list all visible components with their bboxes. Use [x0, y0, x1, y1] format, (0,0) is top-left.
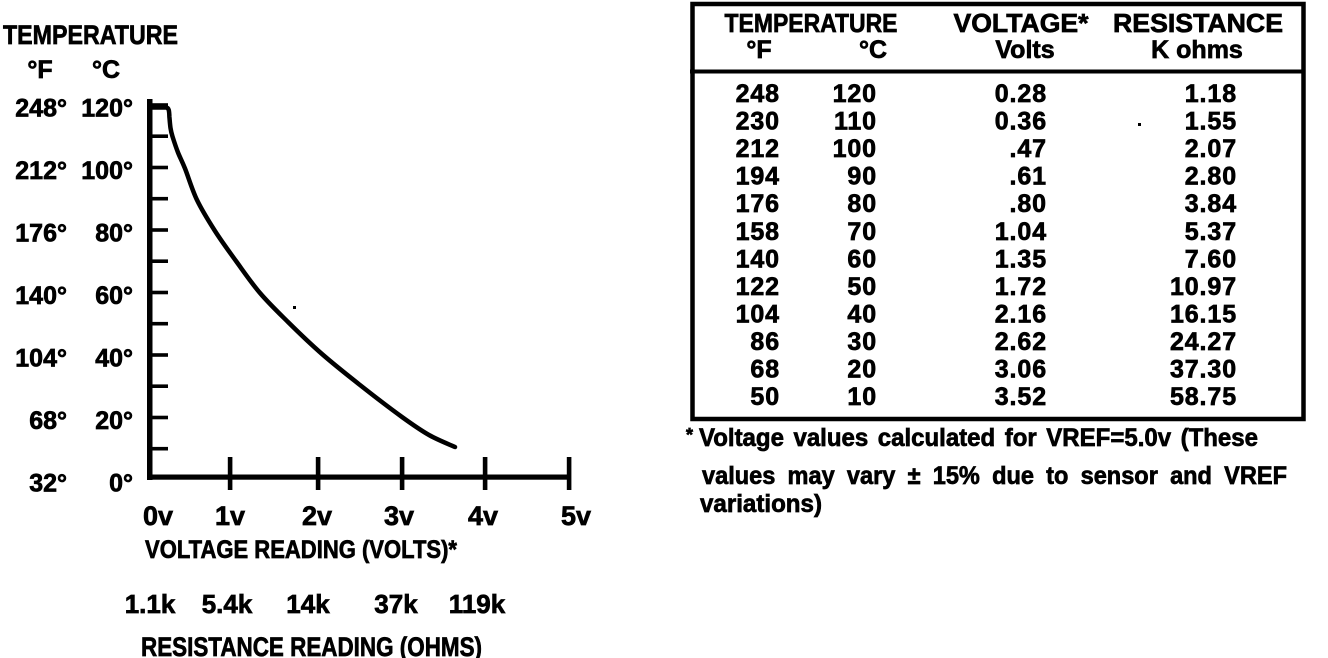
svg-text:1v: 1v — [215, 501, 245, 531]
svg-text:119k: 119k — [449, 589, 506, 619]
svg-text:2.16: 2.16 — [995, 300, 1047, 328]
svg-text:140°: 140° — [15, 282, 67, 310]
svg-text:2v: 2v — [302, 501, 332, 531]
svg-text:1.18: 1.18 — [1185, 80, 1237, 108]
svg-text:2.80: 2.80 — [1185, 163, 1237, 191]
svg-text:68: 68 — [750, 356, 780, 384]
svg-text:10: 10 — [847, 383, 877, 411]
svg-text:176: 176 — [736, 190, 780, 218]
svg-text:2.62: 2.62 — [995, 328, 1047, 356]
svg-text:values may vary ± 15% due to s: values may vary ± 15% due to sensor and … — [702, 462, 1287, 490]
svg-text:104: 104 — [736, 300, 780, 328]
svg-text:110: 110 — [834, 108, 877, 136]
svg-text:Volts: Volts — [995, 36, 1054, 64]
svg-text:1.72: 1.72 — [995, 273, 1047, 301]
svg-text:5.4k: 5.4k — [202, 589, 253, 619]
svg-text:°C: °C — [859, 36, 887, 64]
svg-text:230: 230 — [736, 108, 780, 136]
svg-text:20: 20 — [847, 356, 877, 384]
svg-text:120: 120 — [833, 80, 877, 108]
svg-text:50: 50 — [847, 273, 877, 301]
svg-text:RESISTANCE READING (OHMS): RESISTANCE READING (OHMS) — [141, 632, 482, 658]
svg-text:14k: 14k — [286, 589, 330, 619]
svg-text:0.36: 0.36 — [995, 108, 1047, 136]
svg-text:°F: °F — [27, 56, 52, 84]
svg-text:37k: 37k — [374, 589, 418, 619]
svg-text:5v: 5v — [561, 501, 591, 531]
svg-text:90: 90 — [847, 163, 877, 191]
svg-text:3.52: 3.52 — [995, 383, 1047, 411]
svg-text:60°: 60° — [95, 282, 133, 310]
svg-text:50: 50 — [750, 383, 780, 411]
svg-text:122: 122 — [736, 273, 780, 301]
svg-text:140: 140 — [736, 245, 780, 273]
svg-text:4v: 4v — [468, 501, 498, 531]
svg-text:*: * — [686, 425, 693, 445]
svg-text:1.04: 1.04 — [995, 218, 1047, 246]
svg-text:32°: 32° — [29, 470, 67, 498]
svg-text:20°: 20° — [95, 407, 133, 435]
svg-text:K ohms: K ohms — [1151, 36, 1243, 64]
svg-text:1.1k: 1.1k — [125, 589, 176, 619]
svg-text:120°: 120° — [81, 95, 133, 123]
svg-text:37.30: 37.30 — [1170, 356, 1237, 384]
svg-text:7.60: 7.60 — [1185, 245, 1237, 273]
svg-text:212: 212 — [736, 135, 780, 163]
svg-text:1.55: 1.55 — [1185, 108, 1237, 136]
svg-text:248: 248 — [736, 80, 780, 108]
svg-text:.80: .80 — [1010, 190, 1047, 218]
svg-text:40°: 40° — [95, 345, 133, 373]
svg-text:Voltage values calculated for: Voltage values calculated for VREF=5.0v … — [699, 424, 1258, 452]
svg-text:0°: 0° — [109, 470, 133, 498]
svg-text:194: 194 — [736, 163, 780, 191]
svg-text:60: 60 — [847, 245, 877, 273]
svg-text:VOLTAGE READING (VOLTS)*: VOLTAGE READING (VOLTS)* — [145, 536, 457, 564]
svg-text:10.97: 10.97 — [1170, 273, 1237, 301]
svg-text:68°: 68° — [29, 407, 67, 435]
svg-text:TEMPERATURE: TEMPERATURE — [725, 8, 898, 38]
svg-text:70: 70 — [847, 218, 877, 246]
svg-text:30: 30 — [847, 328, 877, 356]
svg-text:3.06: 3.06 — [995, 356, 1047, 384]
svg-text:100: 100 — [833, 135, 877, 163]
svg-text:40: 40 — [847, 300, 877, 328]
svg-text:1.35: 1.35 — [995, 245, 1047, 273]
svg-text:variations): variations) — [700, 490, 822, 518]
svg-text:176°: 176° — [15, 220, 67, 248]
svg-text:0.28: 0.28 — [995, 80, 1047, 108]
svg-text:0v: 0v — [143, 501, 173, 531]
svg-text:°F: °F — [746, 36, 771, 64]
svg-text:5.37: 5.37 — [1185, 218, 1237, 246]
svg-text:58.75: 58.75 — [1170, 383, 1237, 411]
svg-text:3.84: 3.84 — [1185, 190, 1237, 218]
svg-text:2.07: 2.07 — [1185, 135, 1237, 163]
svg-text:80°: 80° — [95, 220, 133, 248]
svg-text:86: 86 — [750, 328, 780, 356]
svg-text:.47: .47 — [1010, 135, 1047, 163]
svg-text:.61: .61 — [1010, 163, 1047, 191]
svg-text:16.15: 16.15 — [1170, 300, 1237, 328]
svg-text:158: 158 — [736, 218, 780, 246]
svg-text:TEMPERATURE: TEMPERATURE — [3, 20, 178, 50]
svg-text:104°: 104° — [15, 345, 67, 373]
svg-text:VOLTAGE*: VOLTAGE* — [954, 8, 1090, 38]
svg-text:100°: 100° — [81, 157, 133, 185]
svg-text:RESISTANCE: RESISTANCE — [1113, 8, 1283, 38]
svg-text:80: 80 — [847, 190, 877, 218]
svg-text:24.27: 24.27 — [1170, 328, 1237, 356]
svg-text:248°: 248° — [15, 95, 67, 123]
svg-text:212°: 212° — [15, 157, 67, 185]
svg-text:3v: 3v — [384, 501, 414, 531]
svg-text:°C: °C — [92, 56, 120, 84]
